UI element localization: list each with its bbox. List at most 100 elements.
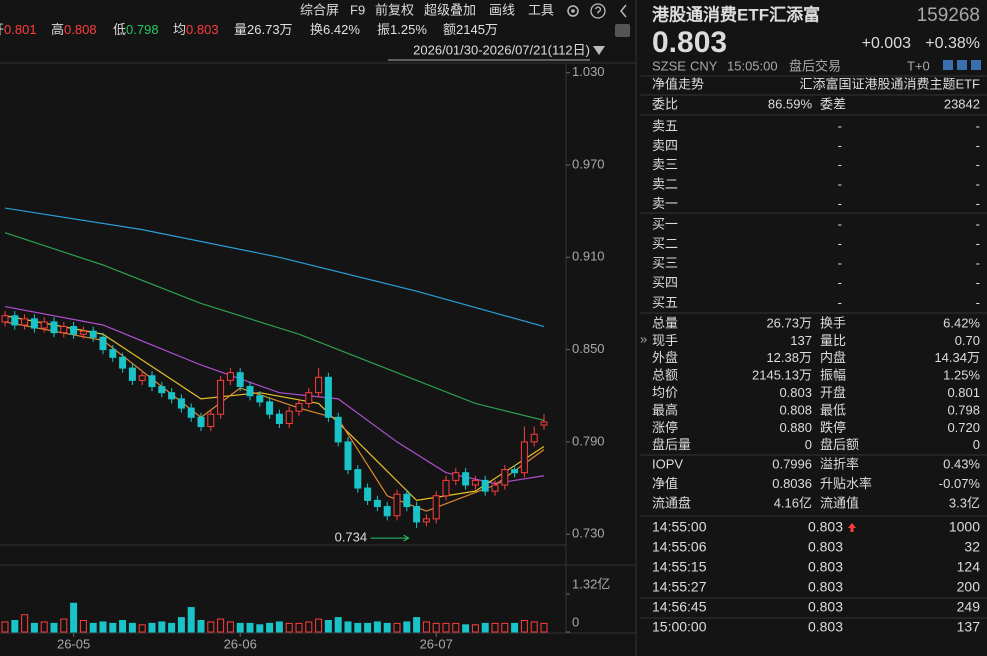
volume-bar (177, 617, 185, 633)
trade-time: 14:56:45 (652, 599, 707, 615)
volume-bar (246, 622, 254, 633)
y-tick-label: 1.030 (572, 64, 605, 79)
stat-label: 委比 (652, 96, 678, 111)
candle-body (187, 407, 195, 418)
volume-bar (344, 621, 352, 633)
trade-volume: 1000 (949, 519, 980, 535)
volume-bar (275, 621, 283, 633)
dropdown-icon[interactable] (593, 46, 605, 55)
meta-currency: CNY (690, 58, 718, 73)
stat-value: -0.07% (939, 476, 981, 491)
candle-body (79, 330, 87, 335)
book-volume: - (976, 295, 980, 310)
stat-label: 现手 (652, 333, 678, 348)
quote-value: 2145万 (456, 22, 498, 37)
moving-average (4, 315, 545, 502)
help-icon[interactable] (590, 3, 606, 19)
stat-value: 23842 (944, 96, 980, 111)
stat-label: 涨停 (652, 420, 678, 435)
volume-bar (501, 622, 509, 633)
collapse-icon[interactable] (620, 4, 627, 18)
candle-body (128, 367, 136, 381)
toolbar-item[interactable]: 工具 (528, 2, 554, 17)
candle-body (413, 506, 421, 523)
candle-body (324, 376, 332, 418)
volume-bar (1, 621, 9, 633)
volume-bar (207, 621, 215, 633)
quote-item: 振1.25% (377, 22, 427, 37)
candle-body (315, 376, 323, 394)
volume-bar (256, 624, 264, 633)
nav-link[interactable]: 净值走势 (652, 76, 704, 91)
volume-bar (383, 622, 391, 633)
volume-bar (354, 622, 362, 633)
volume-bar (471, 624, 479, 633)
volume-bar (491, 622, 499, 633)
candle-body (373, 499, 381, 508)
volume-bar (148, 622, 156, 633)
trade-price: 0.803 (808, 519, 843, 535)
candle-body (383, 506, 391, 517)
stat-label: 跌停 (820, 420, 846, 435)
book-volume: - (976, 275, 980, 290)
meta-time: 15:05:00 (727, 58, 778, 73)
panel-icons[interactable] (943, 60, 981, 70)
fund-name: 港股通消费ETF汇添富 (652, 4, 820, 24)
candle-body (442, 479, 450, 497)
candle-body (295, 402, 303, 412)
toolbar-item[interactable]: 画线 (489, 2, 515, 17)
stat-label: 溢折率 (820, 456, 859, 471)
quote-item: 高0.808 (51, 22, 97, 37)
candle-body (462, 472, 470, 486)
stat-value: 4.16亿 (774, 495, 812, 510)
fund-code: 159268 (917, 5, 980, 26)
quote-item: 额2145万 (443, 22, 498, 37)
y-tick-label: 0.730 (572, 526, 605, 541)
volume-bar (30, 622, 38, 633)
candle-body (148, 375, 156, 388)
volume-bar (373, 621, 381, 633)
candle-body (60, 326, 68, 334)
volume-bar (511, 622, 519, 633)
book-volume: - (976, 177, 980, 192)
expand-icon[interactable]: » (640, 331, 647, 346)
trade-time: 14:55:27 (652, 579, 707, 595)
toolbar-item[interactable]: F9 (350, 2, 365, 17)
quote-item: 量26.73万 (234, 22, 293, 37)
candle-body (168, 392, 176, 400)
volume-bar (285, 622, 293, 633)
toolbar-item[interactable]: 超级叠加 (424, 2, 476, 17)
book-label: 卖五 (652, 118, 678, 133)
book-label: 卖一 (652, 196, 678, 211)
stat-value: 0 (805, 437, 812, 452)
stat-label: 开盘 (820, 385, 846, 400)
candle-body (158, 386, 166, 394)
last-price: 0.803 (652, 26, 727, 59)
volume-bar (266, 622, 274, 633)
toolbar-item[interactable]: 综合屏 (300, 2, 339, 17)
trade-price: 0.803 (808, 579, 843, 595)
date-range: 2026/01/30-2026/07/21(112日) (413, 42, 590, 57)
stat-label: 均价 (652, 385, 678, 400)
stat-label: 量比 (820, 333, 846, 348)
volume-bar (109, 622, 117, 633)
candle-body (11, 315, 19, 326)
candle-body (226, 372, 234, 381)
stat-value: 0.803 (779, 385, 812, 400)
trade-volume: 124 (957, 559, 981, 575)
quote-value: 0.803 (186, 22, 219, 37)
candle-body (177, 398, 185, 409)
toolbar-item[interactable]: 前复权 (375, 2, 414, 17)
stat-label: 流通值 (820, 495, 859, 510)
stat-label: 外盘 (652, 350, 678, 365)
candle-body (511, 469, 519, 474)
tick-up-arrow (848, 523, 856, 532)
book-price: - (838, 275, 842, 290)
quote-label: 高 (51, 22, 64, 37)
wp-icon[interactable] (615, 24, 630, 37)
trade-time: 14:55:06 (652, 539, 707, 555)
moving-average (4, 305, 545, 485)
gear-icon[interactable] (567, 5, 579, 17)
